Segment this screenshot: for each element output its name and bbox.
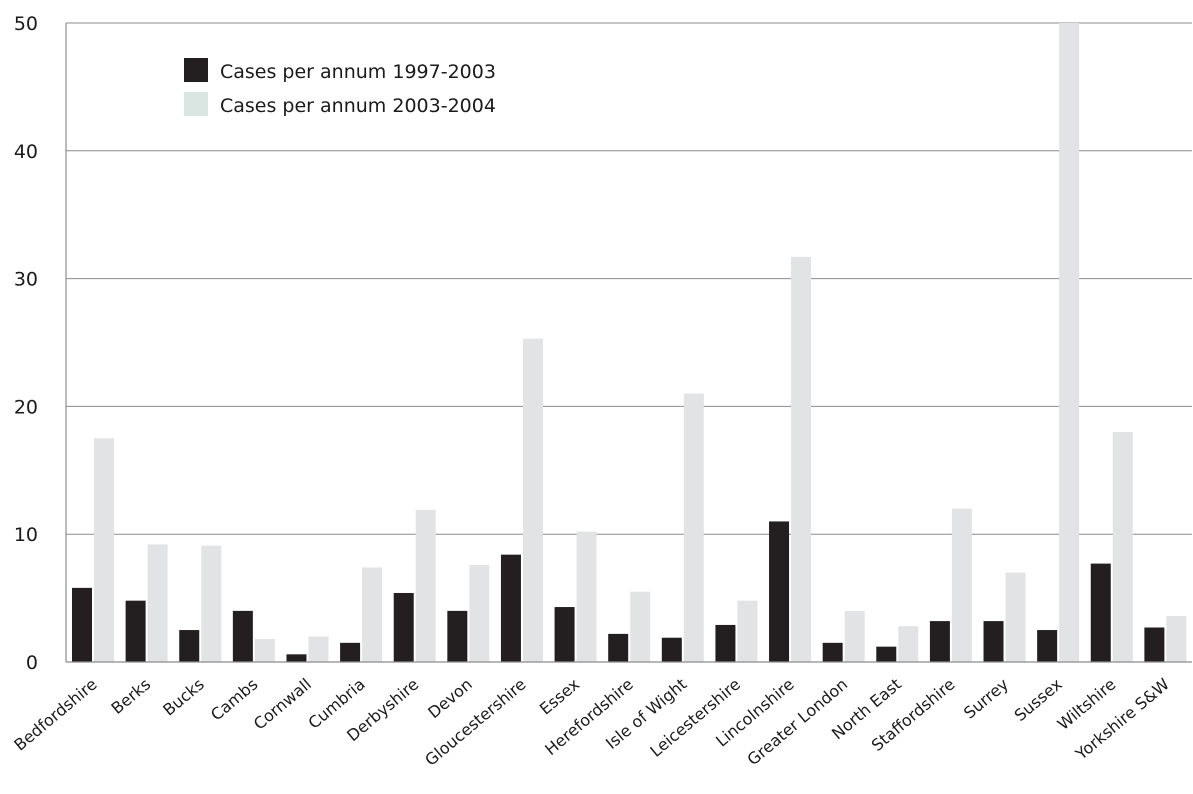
bars xyxy=(72,23,1187,662)
bar-2003-2004-herefordshire xyxy=(630,591,651,662)
bar-2003-2004-bedfordshire xyxy=(94,438,114,662)
y-tick-label: 50 xyxy=(14,13,38,35)
bar-2003-2004-bucks xyxy=(201,545,222,662)
bar-1997-2003-yorkshire-s-w xyxy=(1144,627,1165,662)
bar-1997-2003-cornwall xyxy=(286,654,307,662)
bar-1997-2003-bedfordshire xyxy=(72,587,92,662)
bar-1997-2003-derbyshire xyxy=(393,592,414,662)
category-label: Leicestershire xyxy=(646,675,744,761)
legend-label: Cases per annum 1997-2003 xyxy=(220,61,496,83)
category-label: Cornwall xyxy=(250,675,315,734)
bar-2003-2004-cornwall xyxy=(308,636,329,662)
legend: Cases per annum 1997-2003 Cases per annum… xyxy=(184,58,496,117)
bar-1997-2003-herefordshire xyxy=(608,633,629,662)
category-label: Bucks xyxy=(159,675,208,720)
y-tick-labels: 0 10 20 30 40 50 xyxy=(14,13,38,674)
bar-1997-2003-lincolnshire xyxy=(769,521,790,662)
bar-2003-2004-berks xyxy=(147,544,168,662)
bar-2003-2004-isle-of-wight xyxy=(683,393,704,662)
bar-2003-2004-north-east xyxy=(898,626,919,662)
bar-1997-2003-staffordshire xyxy=(929,621,950,662)
bar-1997-2003-essex xyxy=(554,607,575,662)
bar-2003-2004-devon xyxy=(469,564,490,662)
bar-1997-2003-north-east xyxy=(876,646,897,662)
bar-2003-2004-surrey xyxy=(1005,572,1026,662)
y-tick-label: 10 xyxy=(14,524,38,546)
bar-1997-2003-isle-of-wight xyxy=(661,637,682,662)
bar-1997-2003-leicestershire xyxy=(715,624,736,662)
legend-swatch xyxy=(184,58,208,82)
category-label: Berks xyxy=(108,675,155,718)
bar-2003-2004-gloucestershire xyxy=(522,338,543,662)
category-label: Essex xyxy=(536,675,583,719)
category-label: Yorkshire S&W xyxy=(1071,674,1173,764)
bar-2003-2004-yorkshire-s-w xyxy=(1166,615,1187,662)
bar-1997-2003-berks xyxy=(125,600,146,662)
y-tick-label: 20 xyxy=(14,396,38,418)
bar-2003-2004-staffordshire xyxy=(951,508,972,662)
bar-1997-2003-cumbria xyxy=(340,642,361,662)
y-tick-label: 40 xyxy=(14,141,38,163)
bar-1997-2003-devon xyxy=(447,610,468,662)
bar-2003-2004-lincolnshire xyxy=(791,256,812,662)
bar-2003-2004-derbyshire xyxy=(415,509,436,662)
y-tick-label: 0 xyxy=(26,652,38,674)
legend-swatch xyxy=(184,92,208,116)
bar-2003-2004-cumbria xyxy=(362,567,383,662)
bar-1997-2003-surrey xyxy=(983,621,1004,662)
bar-1997-2003-cambs xyxy=(232,610,253,662)
bar-2003-2004-essex xyxy=(576,531,597,662)
bar-2003-2004-cambs xyxy=(254,638,275,662)
bar-2003-2004-sussex xyxy=(1059,23,1080,662)
bar-1997-2003-gloucestershire xyxy=(500,554,521,662)
bar-2003-2004-leicestershire xyxy=(737,600,758,662)
legend-label: Cases per annum 2003-2004 xyxy=(220,95,496,117)
category-label: Surrey xyxy=(960,675,1012,723)
bar-2003-2004-greater-london xyxy=(844,610,865,662)
y-tick-label: 30 xyxy=(14,269,38,291)
bar-1997-2003-sussex xyxy=(1037,630,1058,662)
bar-1997-2003-greater-london xyxy=(822,642,843,662)
bar-1997-2003-wiltshire xyxy=(1090,563,1111,662)
category-label: Bedfordshire xyxy=(10,675,100,755)
axes xyxy=(65,23,1192,663)
category-labels: Bedfordshire Berks Bucks CambsCornwallCumbr… xyxy=(10,674,1173,769)
bar-2003-2004-wiltshire xyxy=(1112,431,1133,662)
bar-1997-2003-bucks xyxy=(179,630,200,662)
grid-lines xyxy=(66,22,1192,535)
